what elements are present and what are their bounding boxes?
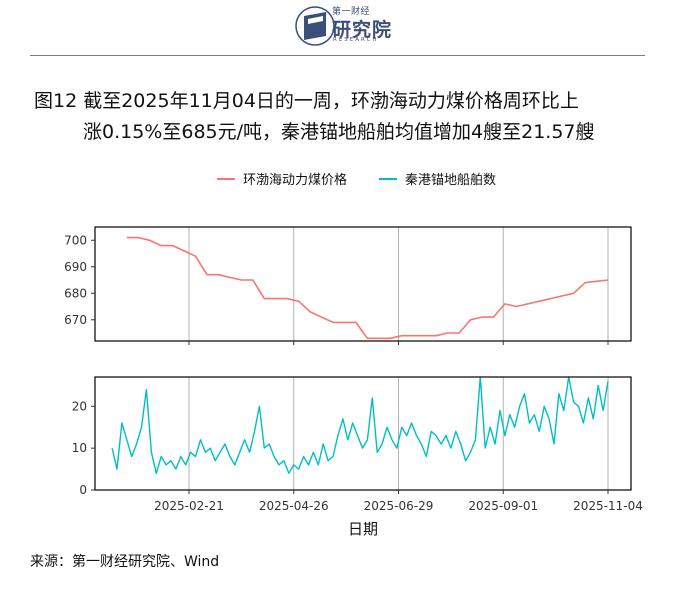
header-divider bbox=[30, 55, 645, 56]
x-axis-label: 日期 bbox=[348, 520, 378, 538]
legend-item-coal-price: 环渤海动力煤价格 bbox=[217, 169, 347, 188]
y-tick-label-ships-1: 10 bbox=[72, 441, 87, 455]
y-tick-label-coal-0: 670 bbox=[64, 313, 87, 327]
logo-sub-text: RESEARCH bbox=[333, 37, 379, 43]
coal-price-panel: 670 680 690 700 bbox=[64, 226, 632, 345]
x-tick-label-4: 2025-11-04 bbox=[573, 499, 643, 513]
legend-label-coal: 环渤海动力煤价格 bbox=[243, 173, 348, 188]
legend-swatch-coal bbox=[217, 177, 235, 180]
y-tick-label-coal-3: 700 bbox=[64, 233, 87, 247]
legend-item-ships: 秦港锚地船舶数 bbox=[379, 169, 496, 188]
x-tick-label-1: 2025-04-26 bbox=[259, 499, 329, 513]
y-tick-label-coal-2: 690 bbox=[64, 260, 87, 274]
logo-mark-icon bbox=[295, 6, 335, 46]
panel-border-ships bbox=[94, 376, 632, 491]
legend-label-ships: 秦港锚地船舶数 bbox=[405, 173, 497, 188]
panel-border-coal bbox=[94, 226, 632, 342]
figure-title-line-1: 图12 截至2025年11月04日的一周，环渤海动力煤价格周环比上 bbox=[34, 90, 579, 112]
y-tick-label-ships-2: 20 bbox=[72, 399, 87, 413]
figure-title-line-2: 涨0.15%至685元/吨，秦港锚地船舶均值增加4艘至21.57艘 bbox=[83, 121, 595, 143]
series-line-coal bbox=[126, 236, 609, 340]
y-tick-label-coal-1: 680 bbox=[64, 286, 87, 300]
source-note: 来源：第一财经研究院、Wind bbox=[30, 554, 220, 570]
logo-top-text: 第一财经 bbox=[332, 7, 371, 17]
y-tick-label-ships-0: 0 bbox=[79, 483, 87, 497]
x-tick-label-3: 2025-09-01 bbox=[468, 499, 538, 513]
legend-swatch-ships bbox=[379, 177, 397, 180]
logo-main-text: 研究院 bbox=[332, 19, 393, 41]
x-tick-label-0: 2025-02-21 bbox=[154, 499, 224, 513]
series-line-ships bbox=[111, 376, 609, 474]
x-tick-label-2: 2025-06-29 bbox=[364, 499, 434, 513]
ship-count-panel: 0 10 20 2025-02-21 2025-04-26 2025-06-29 2025-… bbox=[72, 376, 643, 538]
